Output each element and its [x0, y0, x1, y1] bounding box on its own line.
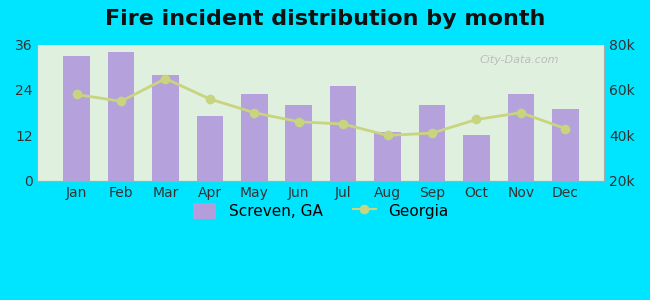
Text: Fire incident distribution by month: Fire incident distribution by month [105, 9, 545, 29]
Bar [285, 105, 312, 181]
Bar [196, 116, 223, 181]
Bar [108, 52, 135, 181]
Bar [241, 94, 268, 181]
Legend: Screven, GA, Georgia: Screven, GA, Georgia [187, 197, 454, 225]
Bar [419, 105, 445, 181]
Bar [330, 86, 356, 181]
Bar [63, 56, 90, 181]
Bar [374, 132, 401, 181]
Bar [552, 109, 578, 181]
Bar [508, 94, 534, 181]
Text: City-Data.com: City-Data.com [480, 56, 559, 65]
Bar [152, 75, 179, 181]
Bar [463, 135, 489, 181]
